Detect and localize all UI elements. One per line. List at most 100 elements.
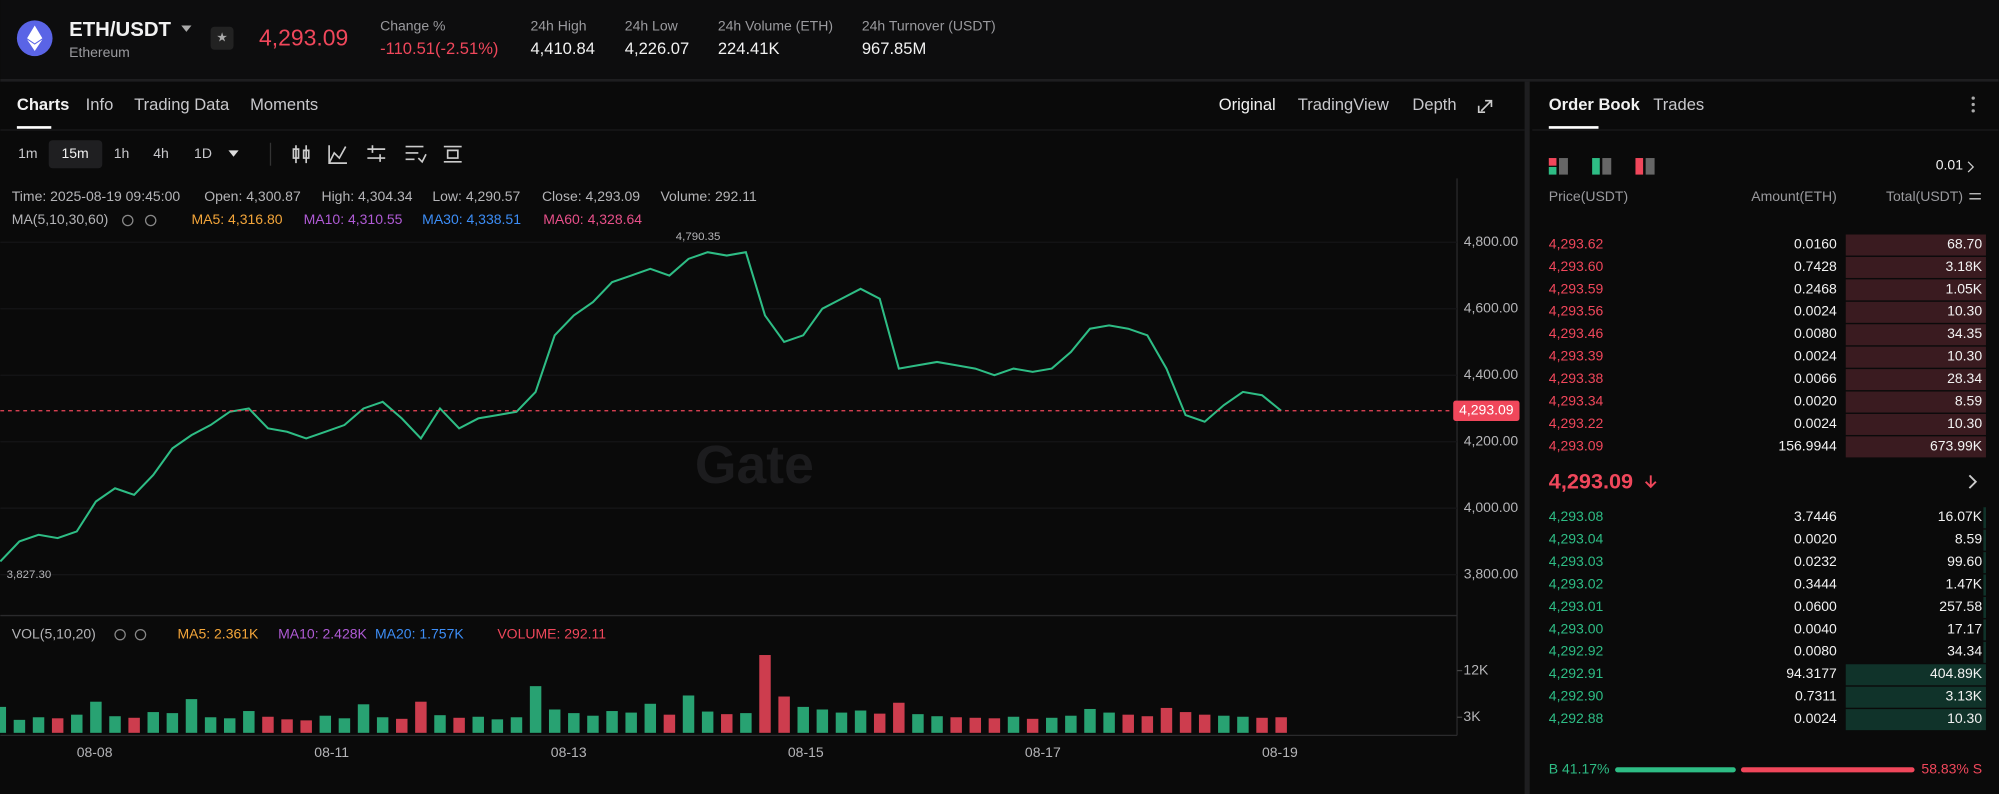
book-amount: 0.0024 [1794,303,1837,319]
book-mode-icons[interactable] [1548,158,1655,175]
volume-bar [740,713,752,733]
depth-bar [1845,256,1986,278]
book-total: 10.30 [1947,710,1982,726]
volume-bar [1007,716,1020,733]
interval[interactable]: 1m [18,145,37,161]
volume-bar [759,655,771,733]
view-tab[interactable]: Original [1219,95,1276,114]
depth-bar [1845,436,1986,458]
tab[interactable]: Trading Data [134,95,230,114]
min-label: 3,827.30 [7,569,52,581]
volume-bar [1198,714,1211,733]
column-header: Price(USDT) [1549,188,1628,204]
chevron[interactable] [1968,474,1978,489]
volume-bar [548,709,561,733]
book-price[interactable]: 4,293.46 [1549,325,1604,341]
book-price[interactable]: 4,293.02 [1549,575,1604,591]
book-amount: 0.0232 [1794,553,1837,569]
book-price[interactable]: 4,293.08 [1549,508,1604,524]
pair-name[interactable]: ETH/USDT [69,19,171,41]
book-total: 34.34 [1947,643,1982,659]
view-tab[interactable]: Depth [1412,95,1456,114]
last-price-box [1453,400,1520,421]
last-price: 4,293.09 [259,25,348,51]
stat-label: 24h Low [625,17,679,33]
y-tick-label: 3,800.00 [1464,565,1519,581]
book-total: 673.99K [1930,437,1983,453]
volume-bar [51,718,64,733]
book-price[interactable]: 4,293.56 [1549,303,1604,319]
book-price[interactable]: 4,293.00 [1549,620,1604,636]
volume-bar [587,715,599,733]
volume-bar [606,711,618,733]
eye-icon[interactable] [114,628,126,641]
volume-bar [166,713,179,733]
tab[interactable]: Info [86,95,114,114]
volume-bar [415,701,427,733]
tab[interactable]: Moments [250,95,318,114]
sort-icon[interactable] [1969,193,1981,200]
book-price[interactable]: 4,293.04 [1549,531,1604,547]
volume-bar [1046,717,1058,733]
vol-info: VOLUME: 292.11 [497,625,606,641]
tab[interactable]: Charts [17,95,69,114]
interval[interactable]: 4h [153,145,169,161]
book-price[interactable]: 4,293.01 [1549,598,1604,614]
favorite-button[interactable] [210,26,234,50]
book-price[interactable]: 4,292.88 [1549,710,1604,726]
depth-bar [1845,391,1986,413]
tab[interactable]: Trades [1653,95,1704,114]
volume-bar [1256,717,1268,733]
book-price[interactable]: 4,292.90 [1549,688,1604,704]
book-amount: 0.0600 [1794,598,1837,614]
eye-icon[interactable] [134,628,147,641]
volume-bar [319,715,332,733]
book-total: 34.35 [1947,325,1982,341]
x-tick-label: 08-15 [788,744,824,760]
volume-bar [663,714,676,733]
tab[interactable]: Order Book [1549,95,1641,114]
interval[interactable]: 15m [61,145,88,161]
star: ★ [216,30,227,45]
stat-label: 24h Volume (ETH) [718,17,833,33]
book-price[interactable]: 4,293.60 [1549,258,1604,274]
depth-bar [1845,413,1986,435]
dropdown[interactable] [181,25,192,32]
book-price[interactable]: 4,292.91 [1549,665,1604,681]
interval[interactable]: 1D [194,145,212,161]
book-price[interactable]: 4,293.38 [1549,370,1604,386]
book-price[interactable]: 4,293.03 [1549,553,1604,569]
eth-icon [27,25,43,51]
depth-bar [1983,552,1986,574]
book-total: 1.47K [1946,575,1983,591]
max-label: 4,790.35 [676,231,721,243]
book-amount: 3.7446 [1794,508,1837,524]
book-price[interactable]: 4,293.34 [1549,392,1604,408]
book-total: 10.30 [1947,303,1982,319]
volume-bar [1026,718,1039,733]
eye-icon[interactable] [144,214,157,227]
vol-info: MA10: 2.428K [278,625,367,641]
x-tick-label: 08-08 [77,744,113,760]
view-tab[interactable]: TradingView [1298,95,1389,114]
depth-bar [1845,301,1986,323]
dropdown[interactable] [228,150,239,157]
volume-bar [338,718,351,733]
precision[interactable]: 0.01 [1936,156,1963,172]
depth-bar [1845,234,1986,256]
book-price[interactable]: 4,292.92 [1549,643,1604,659]
interval[interactable]: 1h [114,145,130,161]
toolbar-icons[interactable] [292,99,1493,164]
book-price[interactable]: 4,293.09 [1549,437,1604,453]
book-price[interactable]: 4,293.39 [1549,348,1604,364]
book-price[interactable]: 4,293.22 [1549,415,1604,431]
more-icon[interactable] [1971,96,1975,113]
eye-icon[interactable] [122,214,134,227]
book-total: 99.60 [1947,553,1982,569]
book-price[interactable]: 4,293.59 [1549,280,1604,296]
ohlc-info: Close: 4,293.09 [542,188,640,204]
book-price[interactable]: 4,293.62 [1549,235,1604,251]
volume-bar [262,716,274,733]
stat-value: -110.51(-2.51%) [380,39,498,58]
